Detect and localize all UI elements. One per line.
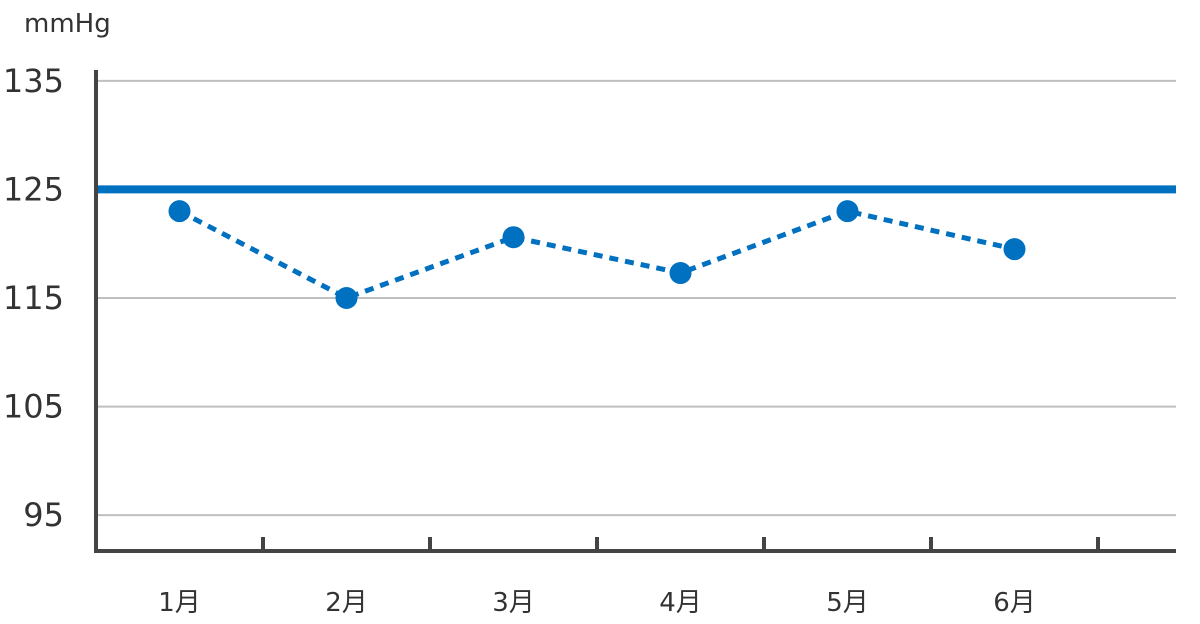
series-layer: [168, 200, 1026, 310]
x-tick-label: 4月: [659, 588, 702, 618]
x-tick-label: 2月: [325, 588, 368, 618]
y-tick-label: 105: [3, 388, 64, 426]
data-point: [502, 226, 525, 249]
y-tick-label: 95: [23, 496, 64, 534]
data-point: [1003, 238, 1026, 261]
x-tick-label: 5月: [826, 588, 869, 618]
x-tick-label: 6月: [993, 588, 1036, 618]
data-point: [836, 200, 859, 223]
gridlines: [96, 79, 1176, 517]
data-point: [669, 262, 692, 285]
data-point: [335, 287, 358, 310]
x-tick-label: 3月: [492, 588, 535, 618]
data-point: [168, 200, 191, 223]
y-tick-label: 135: [3, 62, 64, 100]
series-line: [178, 208, 1016, 301]
labels: mmHg 95 105 115 125 135 1月 2月 3月 4月 5月 6月: [3, 9, 1036, 618]
y-tick-label: 125: [3, 170, 64, 208]
y-unit-label: mmHg: [24, 9, 111, 39]
x-tick-label: 1月: [158, 588, 201, 618]
y-tick-label: 115: [3, 279, 64, 317]
axes: [94, 70, 1176, 553]
